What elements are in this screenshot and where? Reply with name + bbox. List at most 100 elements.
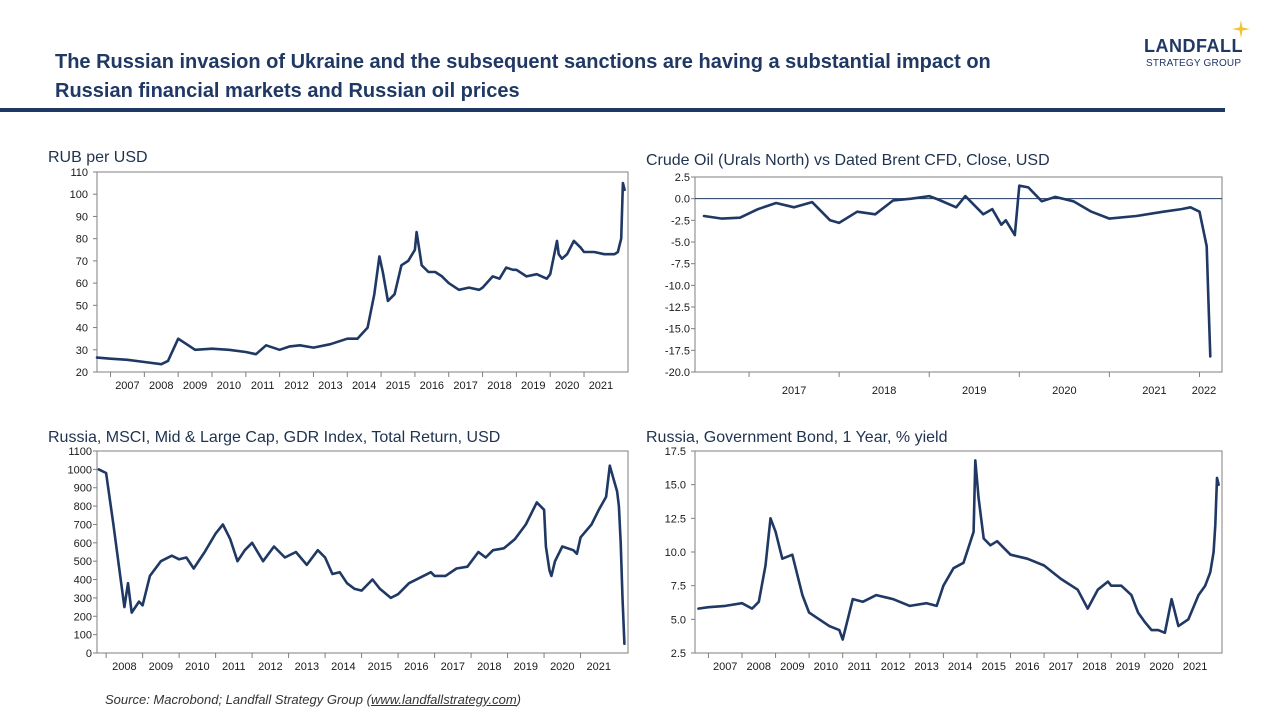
y-tick-label: 10.0 <box>665 547 686 559</box>
x-tick-label: 2013 <box>914 661 938 673</box>
x-tick-label: 2009 <box>780 661 804 673</box>
x-tick-label: 2019 <box>514 661 538 673</box>
x-tick-label: 2008 <box>149 380 173 392</box>
y-tick-label: 400 <box>74 575 92 587</box>
source-suffix: ) <box>516 692 521 707</box>
title-divider <box>0 108 1225 112</box>
y-tick-label: 1000 <box>68 464 92 476</box>
x-tick-label: 2014 <box>352 380 376 392</box>
y-tick-label: 200 <box>74 611 92 623</box>
x-tick-label: 2021 <box>1183 661 1207 673</box>
chart-title-bond: Russia, Government Bond, 1 Year, % yield <box>646 429 948 446</box>
x-tick-label: 2018 <box>477 661 501 673</box>
x-tick-label: 2011 <box>848 661 872 673</box>
logo-subtitle: STRATEGY GROUP <box>1146 58 1242 69</box>
y-tick-label: 600 <box>74 538 92 550</box>
star-icon <box>1232 20 1250 38</box>
x-tick-label: 2020 <box>555 380 579 392</box>
page-title-line-2: Russian financial markets and Russian oi… <box>55 80 520 102</box>
x-tick-label: 2015 <box>368 661 392 673</box>
y-tick-label: 2.5 <box>675 172 690 184</box>
y-tick-label: 50 <box>76 300 88 312</box>
x-tick-label: 2012 <box>258 661 282 673</box>
y-tick-label: 1100 <box>68 446 92 458</box>
y-tick-label: 0 <box>86 648 92 660</box>
y-tick-label: 300 <box>74 593 92 605</box>
x-tick-label: 2007 <box>115 380 139 392</box>
x-tick-label: 2008 <box>112 661 136 673</box>
x-tick-label: 2009 <box>183 380 207 392</box>
x-tick-label: 2018 <box>872 385 896 397</box>
source-prefix: Source: Macrobond; Landfall Strategy Gro… <box>105 692 371 707</box>
x-tick-label: 2014 <box>948 661 972 673</box>
x-tick-label: 2016 <box>420 380 444 392</box>
x-tick-label: 2008 <box>747 661 771 673</box>
x-tick-label: 2016 <box>1015 661 1039 673</box>
x-tick-label: 2012 <box>284 380 308 392</box>
y-tick-label: -7.5 <box>671 259 690 271</box>
y-tick-label: 110 <box>70 167 88 179</box>
chart-title-urals: Crude Oil (Urals North) vs Dated Brent C… <box>646 152 1050 169</box>
y-tick-label: -17.5 <box>665 345 690 357</box>
x-tick-label: 2010 <box>185 661 209 673</box>
x-tick-label: 2021 <box>589 380 613 392</box>
x-tick-label: 2016 <box>404 661 428 673</box>
y-tick-label: 30 <box>76 345 88 357</box>
x-tick-label: 2022 <box>1192 385 1216 397</box>
chart-title-msci: Russia, MSCI, Mid & Large Cap, GDR Index… <box>48 429 501 446</box>
plot-frame <box>694 176 1223 373</box>
x-tick-label: 2007 <box>713 661 737 673</box>
y-tick-label: 12.5 <box>665 513 686 525</box>
y-tick-label: 17.5 <box>665 446 686 458</box>
landfall-logo: LANDFALL STRATEGY GROUP <box>1120 20 1260 80</box>
y-tick-label: 800 <box>74 501 92 513</box>
source-link[interactable]: www.landfallstrategy.com <box>370 692 517 707</box>
y-tick-label: 70 <box>76 256 88 268</box>
x-tick-label: 2012 <box>881 661 905 673</box>
y-tick-label: 80 <box>76 234 88 246</box>
x-tick-label: 2018 <box>487 380 511 392</box>
x-tick-label: 2020 <box>1052 385 1076 397</box>
x-tick-label: 2021 <box>1142 385 1166 397</box>
x-tick-label: 2018 <box>1082 661 1106 673</box>
y-tick-label: -20.0 <box>665 367 690 379</box>
y-tick-label: 7.5 <box>671 581 686 593</box>
x-tick-label: 2011 <box>222 661 246 673</box>
series-line <box>97 464 626 646</box>
x-tick-label: 2013 <box>318 380 342 392</box>
y-tick-label: 15.0 <box>665 480 686 492</box>
logo-name: LANDFALL <box>1144 36 1243 56</box>
x-tick-label: 2017 <box>782 385 806 397</box>
y-tick-label: 700 <box>74 519 92 531</box>
x-tick-label: 2019 <box>521 380 545 392</box>
x-tick-label: 2011 <box>251 380 275 392</box>
y-tick-label: 900 <box>74 483 92 495</box>
x-tick-label: 2021 <box>587 661 611 673</box>
plot-frame <box>96 171 629 373</box>
y-tick-label: 2.5 <box>671 648 686 660</box>
x-tick-label: 2020 <box>550 661 574 673</box>
page-title-line-1: The Russian invasion of Ukraine and the … <box>55 51 991 73</box>
y-tick-label: -15.0 <box>665 324 690 336</box>
y-tick-label: 500 <box>74 556 92 568</box>
x-tick-label: 2015 <box>982 661 1006 673</box>
source-note: Source: Macrobond; Landfall Strategy Gro… <box>105 692 521 707</box>
x-tick-label: 2009 <box>149 661 173 673</box>
x-tick-label: 2014 <box>331 661 355 673</box>
y-tick-label: -2.5 <box>671 215 690 227</box>
x-tick-label: 2017 <box>1049 661 1073 673</box>
y-tick-label: 0.0 <box>675 194 690 206</box>
x-tick-label: 2010 <box>814 661 838 673</box>
x-tick-label: 2013 <box>295 661 319 673</box>
y-tick-label: 100 <box>70 189 88 201</box>
series-line <box>697 459 1220 641</box>
y-tick-label: 40 <box>76 323 88 335</box>
y-tick-label: 20 <box>76 367 88 379</box>
series-line <box>702 184 1212 358</box>
y-tick-label: 100 <box>74 630 92 642</box>
x-tick-label: 2017 <box>441 661 465 673</box>
